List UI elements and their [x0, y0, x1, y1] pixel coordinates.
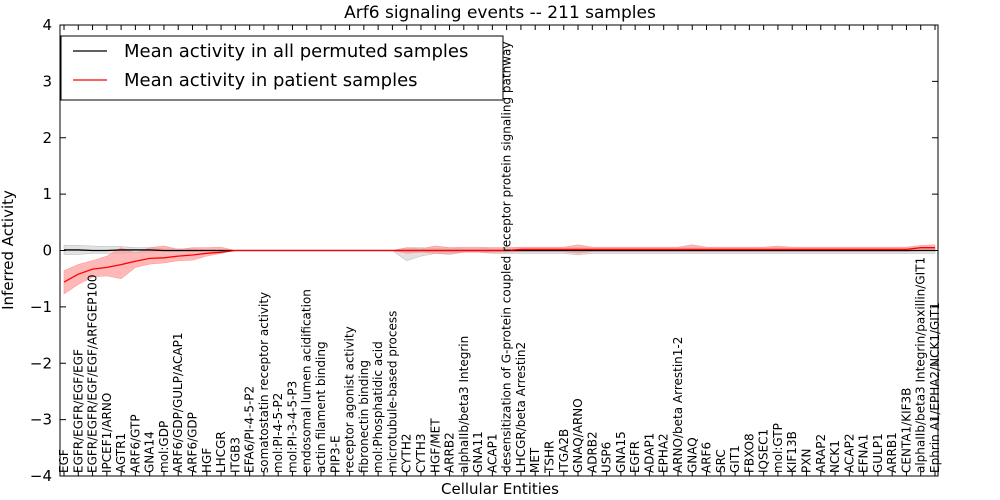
y-tick-label: −3	[30, 411, 52, 429]
x-tick-label: Ephrin A1/EPHA2/NCK1/GIT1	[928, 302, 942, 473]
x-tick-label: mol:PI-3-4-5-P3	[285, 381, 299, 473]
y-axis-ticks: 4 3 2 1 0 −1 −2 −3 −4	[30, 16, 938, 485]
x-tick-label: ADAP1	[642, 433, 656, 473]
x-tick-label: alphaIIb/beta3 Integrin	[457, 336, 471, 473]
x-tick-label: GNA11	[471, 431, 485, 473]
x-tick-label: GNA14	[143, 431, 157, 473]
x-tick-label: ACAP2	[842, 434, 856, 473]
x-tick-label: GIT1	[728, 445, 742, 473]
x-tick-label: GNAQ	[685, 437, 699, 473]
x-tick-label: EGFR	[628, 441, 642, 473]
x-tick-label: endosomal lumen acidification	[300, 289, 314, 473]
x-tick-label: EGFR/EGFR/EGF/EGF/ARFGEP100	[86, 275, 100, 473]
x-tick-label: GNAQ/ARNO	[571, 398, 585, 473]
x-tick-label: ARF6/GDP/GULP/ACAP1	[171, 333, 185, 473]
x-tick-label: CENTA1/KIF3B	[899, 388, 913, 473]
x-tick-label: PXN	[799, 449, 813, 473]
y-tick-label: −2	[30, 354, 52, 372]
y-tick-label: 3	[42, 72, 52, 90]
x-tick-label: ARAP2	[814, 434, 828, 473]
x-tick-label: HGF	[200, 448, 214, 473]
x-tick-label: MET	[528, 447, 542, 473]
x-tick-label: EFA6/PI-4-5-P2	[243, 386, 257, 473]
x-tick-label: GNA15	[614, 431, 628, 473]
plot-frame	[59, 24, 939, 477]
x-tick-label: ITGB3	[228, 437, 242, 473]
y-tick-label: 2	[42, 129, 52, 147]
x-tick-label: IQSEC1	[757, 429, 771, 473]
x-tick-label: mol:Phosphatidic acid	[371, 341, 385, 473]
chart-title: Arf6 signaling events -- 211 samples	[344, 3, 656, 23]
x-tick-label: somatostatin receptor activity	[257, 292, 271, 473]
x-tick-label: mol:GDP	[157, 421, 171, 473]
legend-label-permuted: Mean activity in all permuted samples	[124, 41, 468, 62]
x-tick-label: FBXO8	[742, 433, 756, 473]
x-tick-label: GULP1	[871, 433, 885, 473]
x-tick-label: microtubule-based process	[385, 311, 399, 473]
x-tick-label: mol:PI-4-5-P2	[271, 393, 285, 473]
legend: Mean activity in all permuted samples Me…	[60, 35, 504, 101]
x-tick-label: ARF6	[700, 442, 714, 473]
x-tick-label: EFNA1	[857, 434, 871, 473]
series-lines	[63, 247, 935, 283]
x-tick-label: LHCGR/beta Arrestin2	[514, 342, 528, 473]
x-tick-label: NCK1	[828, 440, 842, 473]
y-axis-label: Inferred Activity	[0, 190, 17, 310]
x-tick-label: ITGA2B	[557, 429, 571, 473]
x-tick-label: actin filament binding	[314, 341, 328, 473]
x-tick-label: ARNO/beta Arrestin1-2	[671, 337, 685, 473]
x-tick-label: ARF6/GTP	[128, 414, 142, 473]
y-tick-label: 4	[42, 16, 52, 34]
y-tick-label: −4	[30, 467, 52, 485]
x-tick-label: fibronectin binding	[357, 360, 371, 473]
x-axis-label: Cellular Entities	[441, 480, 559, 498]
x-tick-label: TSHR	[542, 441, 556, 474]
x-tick-label: ARF6/GDP	[186, 412, 200, 473]
x-tick-label: ARRB2	[443, 432, 457, 473]
x-tick-label: PIP3-E	[328, 435, 342, 473]
x-tick-label: IPCEF1/ARNO	[100, 393, 114, 473]
x-tick-label: ACAP1	[485, 434, 499, 473]
x-tick-label: alphaIIb/beta3 Integrin/paxillin/GIT1	[914, 257, 928, 473]
x-tick-label: USP6	[600, 442, 614, 473]
legend-frame	[60, 35, 504, 101]
x-tick-label: receptor agonist activity	[343, 326, 357, 473]
x-tick-label: HGF/MET	[428, 418, 442, 473]
x-tick-label: LHCGR	[214, 431, 228, 473]
x-tick-label: CYTH2	[400, 434, 414, 474]
x-tick-label: ARRB1	[885, 432, 899, 473]
y-tick-label: −1	[30, 298, 52, 316]
y-tick-label: 1	[42, 185, 52, 203]
x-tick-label: KIF13B	[785, 431, 799, 473]
x-axis-ticks: EGF EGFR/EGFR/EGF/EGF EGFR/EGFR/EGF/EGF/AR…	[57, 25, 942, 476]
x-tick-label: EPHA2	[657, 433, 671, 473]
x-tick-label: EGFR/EGFR/EGF/EGF	[71, 349, 85, 473]
x-tick-label: SRC	[714, 449, 728, 473]
series-line-1	[63, 247, 935, 283]
y-tick-label: 0	[42, 242, 52, 260]
x-tick-label: CYTH3	[414, 434, 428, 474]
x-tick-label: EGF	[57, 449, 71, 473]
x-tick-label: ADRB2	[585, 431, 599, 473]
legend-label-patient: Mean activity in patient samples	[124, 70, 418, 91]
x-tick-label: AGTR1	[114, 433, 128, 473]
x-tick-label: desensitization of G-protein coupled rec…	[500, 42, 514, 473]
x-tick-label: mol:GTP	[771, 423, 785, 473]
